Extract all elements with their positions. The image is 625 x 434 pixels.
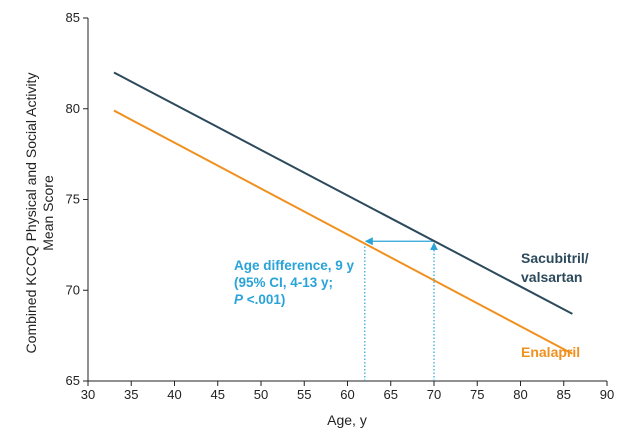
annotation-line-3: P <.001): [234, 292, 285, 307]
series-label-1: Sacubitril/valsartan: [521, 250, 589, 285]
x-tick-label-85: 85: [557, 387, 571, 402]
x-tick-label-75: 75: [470, 387, 484, 402]
y-tick-label-80: 80: [66, 101, 80, 116]
x-tick-label-70: 70: [427, 387, 441, 402]
series-line-2: [113, 109, 573, 355]
x-axis-title: Age, y: [327, 412, 367, 428]
ticks: 30 35 40 45 50 55 60 65 70 75 80 85 90 65 70 75 80 85: [66, 10, 615, 402]
x-tick-label-55: 55: [297, 387, 311, 402]
x-tick-label-30: 30: [81, 387, 95, 402]
series-line-1: [113, 71, 573, 315]
x-tick-label-65: 65: [384, 387, 398, 402]
x-tick-label-60: 60: [340, 387, 354, 402]
y-tick-label-65: 65: [66, 373, 80, 388]
annotation-line-2: (95% CI, 4-13 y;: [234, 275, 333, 290]
y-axis-title: Combined KCCQ Physical and Social Activi…: [23, 73, 56, 354]
x-tick-label-40: 40: [167, 387, 181, 402]
annotation-text: Age difference, 9 y (95% CI, 4-13 y; P <.0…: [234, 258, 355, 307]
x-tick-label-45: 45: [211, 387, 225, 402]
series-label-2-line-1: Enalapril: [521, 344, 580, 360]
annotation-p-italic: P: [234, 292, 244, 307]
series: Sacubitril/valsartan Enalapril: [113, 71, 589, 360]
y-axis-title-line-1: Combined KCCQ Physical and Social Activi…: [23, 73, 39, 354]
y-tick-label-75: 75: [66, 192, 80, 207]
annotation-line-1: Age difference, 9 y: [234, 258, 355, 273]
series-label-2: Enalapril: [521, 344, 580, 360]
series-label-1-line-1: Sacubitril/: [521, 250, 589, 266]
series-label-1-line-2: valsartan: [521, 269, 582, 285]
x-tick-label-50: 50: [254, 387, 268, 402]
x-tick-label-90: 90: [600, 387, 614, 402]
annotation-p-rest: <.001): [243, 292, 285, 307]
y-tick-label-70: 70: [66, 282, 80, 297]
y-axis-title-line-2: Mean Score: [40, 175, 56, 251]
y-tick-label-85: 85: [66, 10, 80, 25]
x-tick-label-35: 35: [124, 387, 138, 402]
annotation: Age difference, 9 y (95% CI, 4-13 y; P <.0…: [234, 237, 438, 381]
axes: [87, 18, 607, 382]
x-tick-label-80: 80: [513, 387, 527, 402]
